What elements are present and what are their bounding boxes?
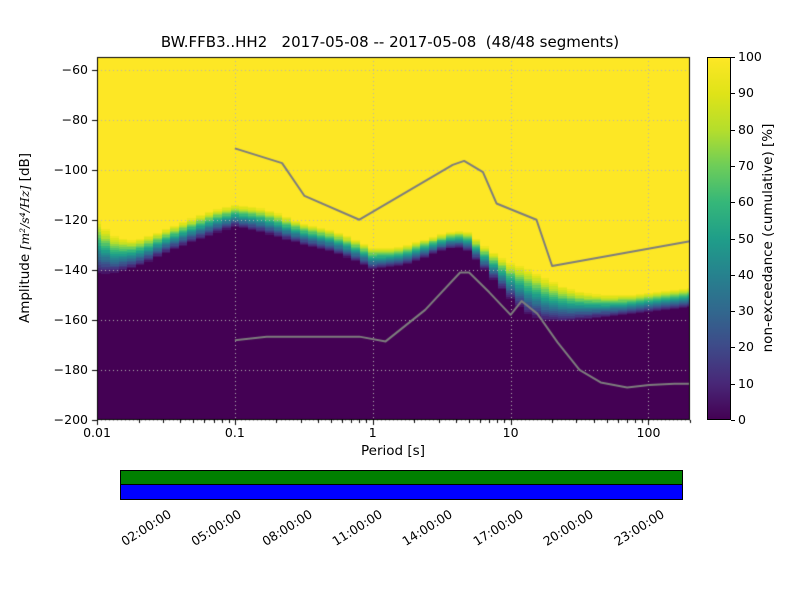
y-axis-label: Amplitude [m²/s⁴/Hz] [dB] — [17, 68, 33, 408]
colorbar-tick-label: 60 — [738, 194, 754, 210]
colorbar-tick-mark — [731, 347, 735, 348]
y-tick-label: −140 — [53, 261, 88, 277]
colorbar-tick-label: 90 — [738, 85, 754, 101]
colorbar-tick-mark — [731, 202, 735, 203]
colorbar-tick-label: 80 — [738, 121, 754, 137]
y-axis-label-units: [m²/s⁴/Hz] — [17, 185, 32, 250]
colorbar-tick-mark — [731, 275, 735, 276]
y-tick-label: −200 — [53, 412, 88, 427]
colorbar-tick-label: 100 — [738, 49, 762, 64]
colorbar-tick-mark — [731, 93, 735, 94]
colorbar-tick-mark — [731, 130, 735, 131]
colorbar-tick-mark — [731, 239, 735, 240]
colorbar-tick-label: 20 — [738, 339, 754, 355]
colorbar-tick-label: 50 — [738, 230, 754, 246]
colorbar — [707, 57, 731, 420]
colorbar-tick-mark — [731, 420, 735, 421]
colorbar-tick-label: 40 — [738, 266, 754, 282]
y-tick-label: −160 — [53, 311, 88, 327]
coverage-bar-green — [120, 470, 683, 485]
colorbar-tick-mark — [731, 311, 735, 312]
y-tick-label: −60 — [61, 61, 88, 77]
y-axis-label-suffix: [dB] — [17, 152, 33, 186]
x-tick-label: 0.1 — [224, 425, 245, 440]
chart-title: BW.FFB3..HH2 2017-05-08 -- 2017-05-08 (4… — [160, 33, 620, 51]
y-tick-label: −100 — [53, 161, 88, 177]
x-tick-label: 100 — [636, 425, 661, 440]
y-tick-label: −120 — [53, 211, 88, 227]
colorbar-tick-mark — [731, 166, 735, 167]
colorbar-tick-label: 70 — [738, 157, 754, 173]
x-tick-label: 10 — [502, 425, 519, 440]
y-tick-label: −80 — [61, 111, 88, 127]
x-axis-label: Period [s] — [361, 443, 425, 459]
x-tick-label: 1 — [368, 425, 377, 440]
colorbar-tick-label: 10 — [738, 375, 754, 391]
colorbar-tick-mark — [731, 57, 735, 58]
x-tick-label: 0.01 — [83, 425, 111, 440]
coverage-bar-blue — [120, 484, 683, 500]
y-tick-label: −180 — [53, 361, 88, 377]
y-axis-label-prefix: Amplitude — [17, 249, 33, 324]
colorbar-tick-label: 30 — [738, 303, 754, 319]
colorbar-tick-label: 0 — [738, 412, 746, 427]
colorbar-tick-mark — [731, 384, 735, 385]
